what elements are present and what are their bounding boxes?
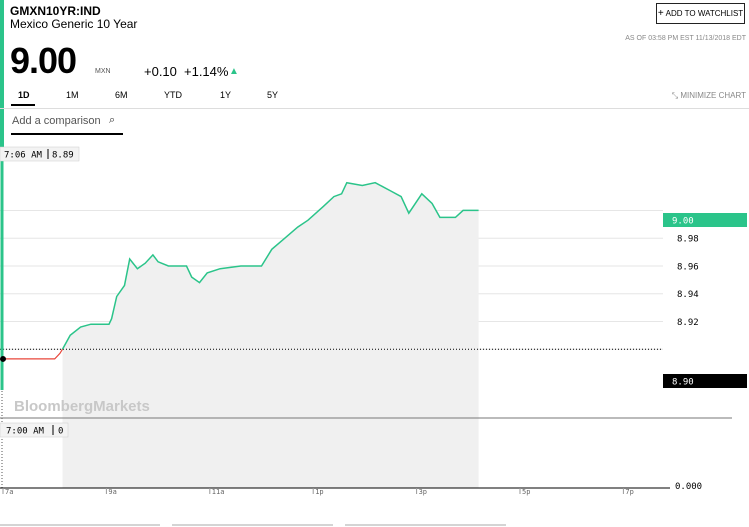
plus-icon: + (657, 8, 664, 19)
hover-price-tooltip (0, 146, 80, 162)
x-tick-label: 7a (5, 488, 13, 496)
add-to-watchlist-label: ADD TO WATCHLIST (665, 9, 744, 18)
price-line-below-close (3, 348, 64, 360)
as-of-timestamp: AS OF 03:58 PM EST 11/13/2018 EDT (625, 35, 746, 42)
accent-bar (0, 0, 4, 160)
hover-price-value: 8.89 (52, 151, 74, 161)
hover-volume-tooltip (0, 422, 69, 438)
add-to-watchlist-button[interactable]: + ADD TO WATCHLIST (656, 3, 745, 24)
up-triangle-icon: ▲ (229, 66, 239, 77)
instrument-name: Mexico Generic 10 Year (10, 17, 138, 31)
hover-price-time: 7:06 AM (4, 151, 43, 161)
hover-volume-value: 0 (58, 427, 63, 437)
bloomberg-markets-watermark: BloombergMarkets (14, 398, 150, 415)
volume-axis-label: 0.000 (675, 482, 702, 492)
active-tab-indicator (11, 104, 35, 106)
current-price: 9.00 (10, 40, 77, 81)
price-tick-label: 8.96 (677, 262, 699, 272)
divider (0, 108, 749, 109)
x-tick-label: 1p (315, 488, 323, 496)
previous-close-badge (663, 374, 747, 388)
price-tick-label: 8.92 (677, 318, 699, 328)
comparison-underline (11, 133, 123, 135)
last-price-badge (663, 213, 747, 227)
previous-close-badge-text: 8.90 (672, 378, 694, 388)
minimize-chart-label: MINIMIZE CHART (680, 91, 746, 100)
comparison-input[interactable]: Add a comparison (12, 115, 101, 127)
tab-ytd[interactable]: YTD (164, 90, 182, 100)
price-tick-label: 8.94 (677, 290, 699, 300)
ticker-symbol: GMXN10YR:IND (10, 4, 101, 18)
x-tick-label: 9a (108, 488, 116, 496)
tab-5y[interactable]: 5Y (267, 90, 279, 100)
price-tick-label: 8.98 (677, 235, 699, 245)
price-change-percent: +1.14% (184, 64, 229, 79)
tab-1m[interactable]: 1M (66, 90, 79, 100)
tab-1y[interactable]: 1Y (220, 90, 232, 100)
hover-point (0, 355, 6, 362)
hover-volume-time: 7:00 AM (6, 427, 45, 437)
minimize-chart-button[interactable]: ⤡ MINIMIZE CHART (672, 91, 746, 101)
price-line-above-close (61, 181, 479, 350)
price-change: +0.10 (144, 64, 177, 79)
x-tick-label: 5p (522, 488, 530, 496)
price-area-fill (62, 182, 479, 488)
x-tick-label: 11a (212, 488, 225, 496)
x-tick-label: 7p (625, 488, 633, 496)
search-icon[interactable]: ⌕ (109, 114, 116, 126)
last-price-badge-text: 9.00 (672, 217, 694, 227)
collapse-arrows-icon: ⤡ (671, 91, 679, 100)
tab-6m[interactable]: 6M (115, 90, 128, 100)
currency-label: MXN (95, 68, 111, 75)
x-tick-label: 3p (419, 488, 427, 496)
tab-1d[interactable]: 1D (18, 90, 30, 100)
